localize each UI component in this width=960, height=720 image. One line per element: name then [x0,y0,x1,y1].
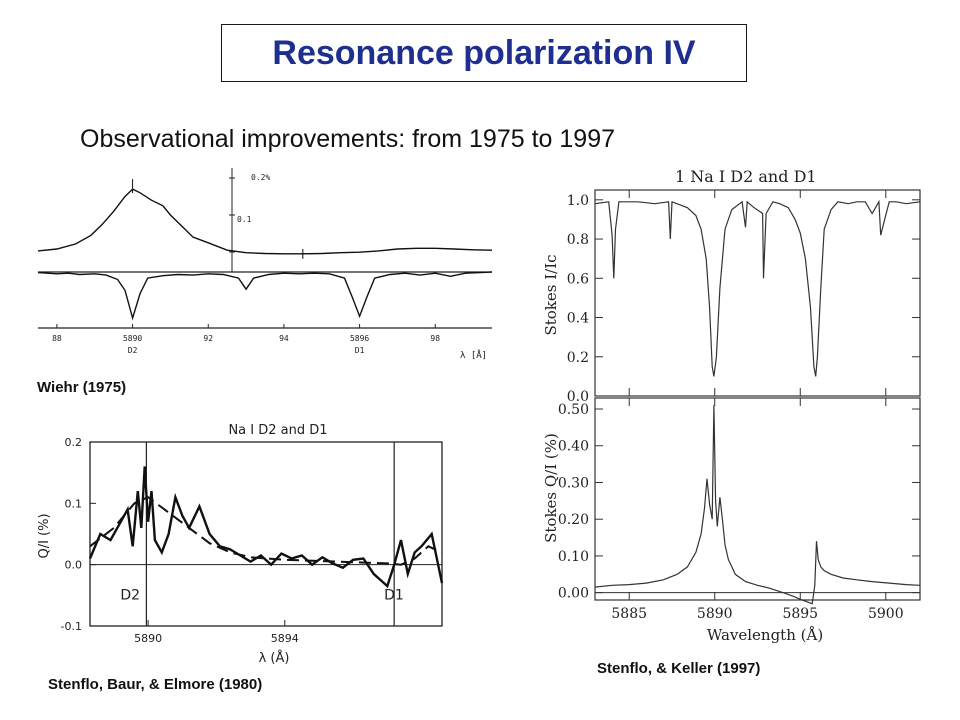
chart3-y-tick-label: 0.30 [558,475,589,491]
chart3-axes: 0.0 0.2 0.4 0.6 0.8 1.0 0.00 0.10 0.20 0.30 0.40 0.… [558,189,921,622]
chart2-x-tick-label: 5894 [271,632,299,645]
chart1-yscale-label-mid: 0.1 [237,215,252,224]
chart3-x-tick-label: 5890 [697,606,733,622]
chart3-y-tick-label: 0.4 [567,311,589,327]
chart3-y-tick-label: 0.40 [558,439,589,455]
chart2-x-tick-label: 5890 [134,632,162,645]
wiehr-1975-chart: 88 5890 92 94 5896 98 D2 D1 0.2% 0.1 λ [Å] [37,168,493,361]
slide-subtitle: Observational improvements: from 1975 to… [80,125,615,153]
chart3-marks [594,199,921,605]
chart1-x-tick-label: 94 [279,334,289,343]
chart3-x-tick-label: 5885 [611,606,647,622]
chart2-xlabel: λ (Å) [259,650,290,666]
chart1-series-top [37,188,493,255]
chart3-title: 1 Na I D2 and D1 [675,167,817,186]
chart1-x-tick-label: 5896 [350,334,369,343]
chart2-series-smoothed [89,496,443,566]
chart3-series [594,405,921,605]
chart2-y-tick-label: 0.2 [65,436,83,449]
caption-stenflo-keller: Stenflo, & Keller (1997) [597,660,761,677]
chart3-bottom-ylabel: Stokes Q/I (%) [542,433,560,543]
chart1-axes: 88 5890 92 94 5896 98 D2 D1 [38,168,492,355]
slide-title: Resonance polarization IV [272,33,696,72]
chart3-x-tick-label: 5895 [782,606,818,622]
chart1-yscale-label-top: 0.2% [251,173,270,182]
chart1-line-label: D2 [128,346,138,355]
chart2-y-tick-label: 0.0 [65,559,83,572]
chart3-y-tick-label: 0.10 [558,549,589,565]
chart2-line-label: D1 [384,587,404,603]
chart3-x-tick-label: 5900 [868,606,904,622]
chart2-series-observed [88,466,444,589]
chart2-frame [89,441,443,627]
chart3-top-ylabel: Stokes I/Ic [542,254,560,335]
chart2-y-tick-label: 0.1 [65,497,83,510]
chart3-panel-frame [594,189,921,397]
chart3-y-tick-label: 0.8 [567,232,589,248]
chart2-axes: 0.2 0.1 0.0 -0.1 5890 5894 D2 D1 [61,436,443,645]
chart1-marks [37,179,493,321]
chart1-x-tick-label: 88 [52,334,62,343]
chart3-y-tick-label: 1.0 [567,193,589,209]
chart2-y-tick-label: -0.1 [61,620,82,633]
chart1-xlabel: λ [Å] [460,349,487,361]
chart3-series [594,199,921,377]
stenflo-1980-chart: 0.2 0.1 0.0 -0.1 5890 5894 D2 D1 Na I D2 and D1… [37,423,444,666]
chart1-x-tick-label: 92 [203,334,213,343]
chart1-x-tick-label: 98 [430,334,440,343]
chart2-line-label: D2 [120,587,140,603]
caption-stenflo-1980: Stenflo, Baur, & Elmore (1980) [48,676,263,693]
caption-wiehr: Wiehr (1975) [37,379,127,396]
chart1-line-label: D1 [355,346,365,355]
title-box: Resonance polarization IV [221,24,747,82]
chart3-y-tick-label: 0.2 [567,350,589,366]
chart1-x-tick-label: 5890 [123,334,142,343]
chart3-y-tick-label: 0.6 [567,271,589,287]
stenflo-keller-1997-chart: 0.0 0.2 0.4 0.6 0.8 1.0 0.00 0.10 0.20 0.30 0.40 0.… [542,167,921,644]
chart3-y-tick-label: 0.20 [558,512,589,528]
chart3-y-tick-label: 0.0 [567,389,589,405]
chart2-title: Na I D2 and D1 [228,423,327,438]
chart3-xlabel: Wavelength (Å) [707,626,823,644]
chart1-series-bottom [37,271,493,321]
chart3-panel-frame [594,397,921,601]
chart2-marks [88,466,444,589]
chart2-ylabel: Q/I (%) [37,513,52,558]
chart3-y-tick-label: 0.50 [558,402,589,418]
chart3-y-tick-label: 0.00 [558,586,589,602]
